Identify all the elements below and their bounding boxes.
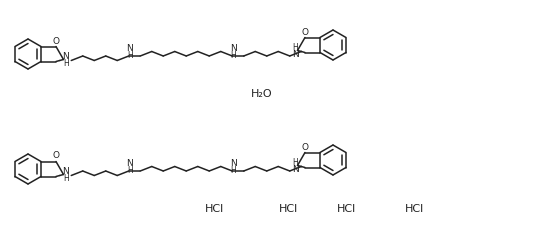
Text: N: N xyxy=(126,45,133,54)
Text: H: H xyxy=(230,51,236,60)
Text: H: H xyxy=(127,51,133,60)
Text: H: H xyxy=(63,174,69,183)
Text: HCl: HCl xyxy=(336,204,355,214)
Text: N: N xyxy=(126,160,133,169)
Text: N: N xyxy=(230,45,236,54)
Text: H: H xyxy=(127,166,133,175)
Text: H₂O: H₂O xyxy=(251,89,273,99)
Text: H: H xyxy=(63,59,69,68)
Text: N: N xyxy=(292,165,299,174)
Text: O: O xyxy=(301,142,309,151)
Text: H: H xyxy=(293,43,298,52)
Text: HCl: HCl xyxy=(406,204,425,214)
Text: N: N xyxy=(292,50,299,59)
Text: N: N xyxy=(62,167,69,176)
Text: O: O xyxy=(301,27,309,36)
Text: H: H xyxy=(293,158,298,167)
Text: N: N xyxy=(230,160,236,169)
Text: H: H xyxy=(230,166,236,175)
Text: O: O xyxy=(52,36,60,46)
Text: HCl: HCl xyxy=(278,204,298,214)
Text: HCl: HCl xyxy=(206,204,225,214)
Text: N: N xyxy=(62,52,69,61)
Text: O: O xyxy=(52,151,60,160)
